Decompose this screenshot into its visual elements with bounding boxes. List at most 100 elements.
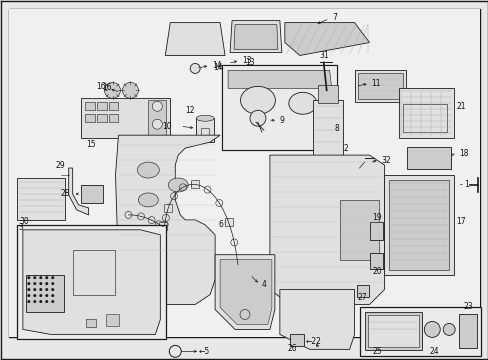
Circle shape [27, 294, 30, 297]
Text: 14: 14 [212, 61, 221, 70]
Text: 3: 3 [19, 223, 24, 232]
Polygon shape [68, 168, 88, 215]
Bar [369, 253, 383, 269]
Bar [84, 114, 94, 122]
Circle shape [45, 276, 48, 279]
Bar [222, 66, 336, 150]
Bar [81, 98, 170, 138]
Bar [312, 100, 342, 160]
Circle shape [51, 294, 54, 297]
Bar [403, 104, 447, 132]
Polygon shape [23, 230, 160, 334]
Bar [407, 147, 450, 169]
Bar [201, 128, 209, 136]
Text: 16: 16 [96, 82, 106, 91]
Circle shape [45, 282, 48, 285]
Ellipse shape [168, 178, 188, 192]
Text: 28: 28 [61, 189, 70, 198]
Circle shape [33, 276, 36, 279]
Bar [148, 100, 166, 136]
Text: - 1: - 1 [459, 180, 469, 189]
Polygon shape [269, 155, 384, 305]
Bar [190, 180, 198, 188]
Text: 15: 15 [86, 140, 96, 149]
Bar [354, 71, 406, 102]
Polygon shape [165, 23, 224, 55]
Text: 7: 7 [332, 13, 337, 22]
Bar [357, 73, 403, 99]
Bar [339, 200, 379, 260]
Circle shape [51, 276, 54, 279]
Text: 20: 20 [372, 267, 381, 276]
Text: 26: 26 [287, 344, 297, 353]
Bar [222, 66, 336, 150]
Circle shape [39, 288, 42, 291]
Circle shape [51, 282, 54, 285]
Text: 31: 31 [319, 51, 328, 60]
Bar [96, 102, 106, 110]
Text: 2: 2 [343, 144, 347, 153]
Circle shape [33, 288, 36, 291]
Circle shape [424, 321, 439, 337]
Bar [224, 218, 232, 226]
Bar [369, 222, 383, 240]
Polygon shape [220, 260, 271, 324]
Circle shape [39, 276, 42, 279]
Circle shape [27, 300, 30, 303]
Bar [17, 225, 166, 339]
Circle shape [33, 300, 36, 303]
Text: 16: 16 [102, 83, 112, 92]
Text: ←22: ←22 [305, 337, 321, 346]
Bar [222, 66, 336, 150]
Text: 27: 27 [357, 293, 366, 302]
Bar [26, 275, 63, 312]
Bar [388, 180, 448, 270]
Polygon shape [115, 135, 220, 305]
Circle shape [152, 101, 162, 111]
Bar [73, 250, 114, 294]
Text: 25: 25 [372, 347, 381, 356]
Circle shape [122, 82, 138, 98]
Bar [85, 319, 95, 328]
Circle shape [27, 288, 30, 291]
Bar [384, 175, 453, 275]
Text: 23: 23 [462, 302, 472, 311]
Text: 32: 32 [381, 156, 390, 165]
Bar [84, 102, 94, 110]
Bar [108, 114, 118, 122]
Circle shape [249, 110, 265, 126]
Ellipse shape [240, 86, 275, 114]
Circle shape [39, 294, 42, 297]
Circle shape [152, 119, 162, 129]
Text: 9: 9 [279, 116, 284, 125]
Text: 29: 29 [56, 161, 65, 170]
Bar [359, 306, 480, 356]
Bar [81, 185, 102, 203]
Ellipse shape [137, 162, 159, 178]
Bar [196, 118, 214, 142]
Text: 12: 12 [185, 106, 194, 115]
Text: 4: 4 [262, 280, 266, 289]
Text: 6: 6 [218, 220, 223, 229]
Circle shape [45, 300, 48, 303]
Circle shape [27, 276, 30, 279]
Circle shape [39, 300, 42, 303]
Bar [164, 203, 172, 212]
Bar [159, 222, 167, 230]
Bar [364, 312, 422, 350]
Circle shape [104, 82, 120, 98]
Text: 24: 24 [428, 347, 438, 356]
Polygon shape [234, 24, 277, 50]
Text: 30: 30 [20, 217, 30, 226]
Bar [105, 315, 119, 327]
Circle shape [39, 282, 42, 285]
Text: 13: 13 [242, 56, 251, 65]
Ellipse shape [196, 115, 214, 121]
Bar [399, 88, 453, 138]
Bar [317, 85, 337, 103]
Ellipse shape [288, 92, 316, 114]
Circle shape [45, 288, 48, 291]
Polygon shape [285, 23, 369, 55]
Polygon shape [229, 21, 281, 53]
Text: 11: 11 [371, 79, 380, 88]
